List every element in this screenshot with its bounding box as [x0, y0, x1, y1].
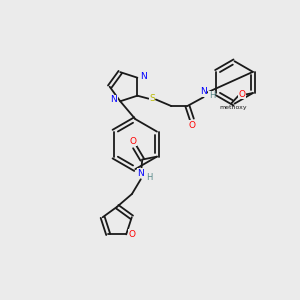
Text: O: O	[129, 230, 136, 239]
Text: methoxy: methoxy	[219, 105, 247, 110]
Text: H: H	[146, 173, 152, 182]
Text: O: O	[188, 121, 195, 130]
Text: N: N	[140, 72, 147, 81]
Text: H: H	[209, 91, 215, 100]
Text: N: N	[137, 169, 144, 178]
Text: N: N	[110, 95, 117, 104]
Text: N: N	[200, 87, 207, 96]
Text: O: O	[130, 137, 137, 146]
Text: O: O	[238, 90, 245, 99]
Text: S: S	[149, 94, 155, 103]
